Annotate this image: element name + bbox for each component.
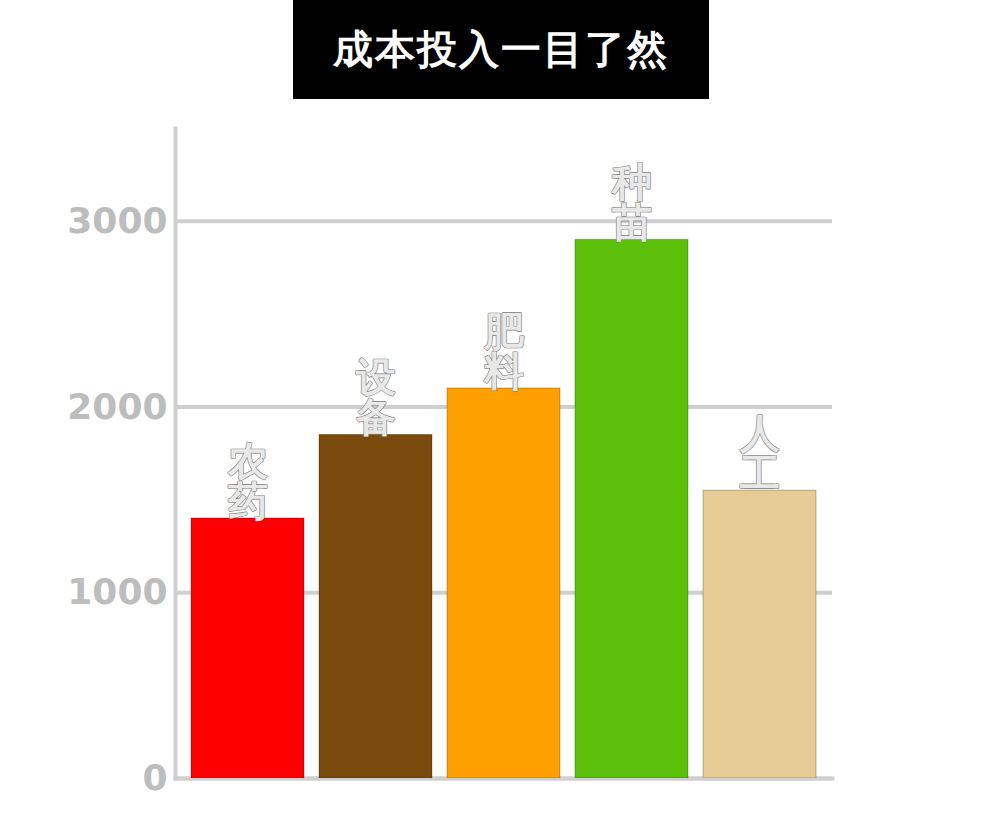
svg-text:0: 0 xyxy=(142,757,167,798)
svg-text:设备: 设备 xyxy=(355,354,396,440)
svg-text:人工: 人工 xyxy=(739,410,781,496)
html-text:成本投入一目了然: 成本投入一目了然 xyxy=(333,26,669,72)
svg-text:3000: 3000 xyxy=(67,200,167,241)
svg-text:2000: 2000 xyxy=(67,386,167,427)
svg-text:种苗: 种苗 xyxy=(611,159,652,245)
svg-text:农药: 农药 xyxy=(227,438,268,524)
svg-text:1000: 1000 xyxy=(67,571,167,612)
svg-text:肥料: 肥料 xyxy=(483,308,525,394)
